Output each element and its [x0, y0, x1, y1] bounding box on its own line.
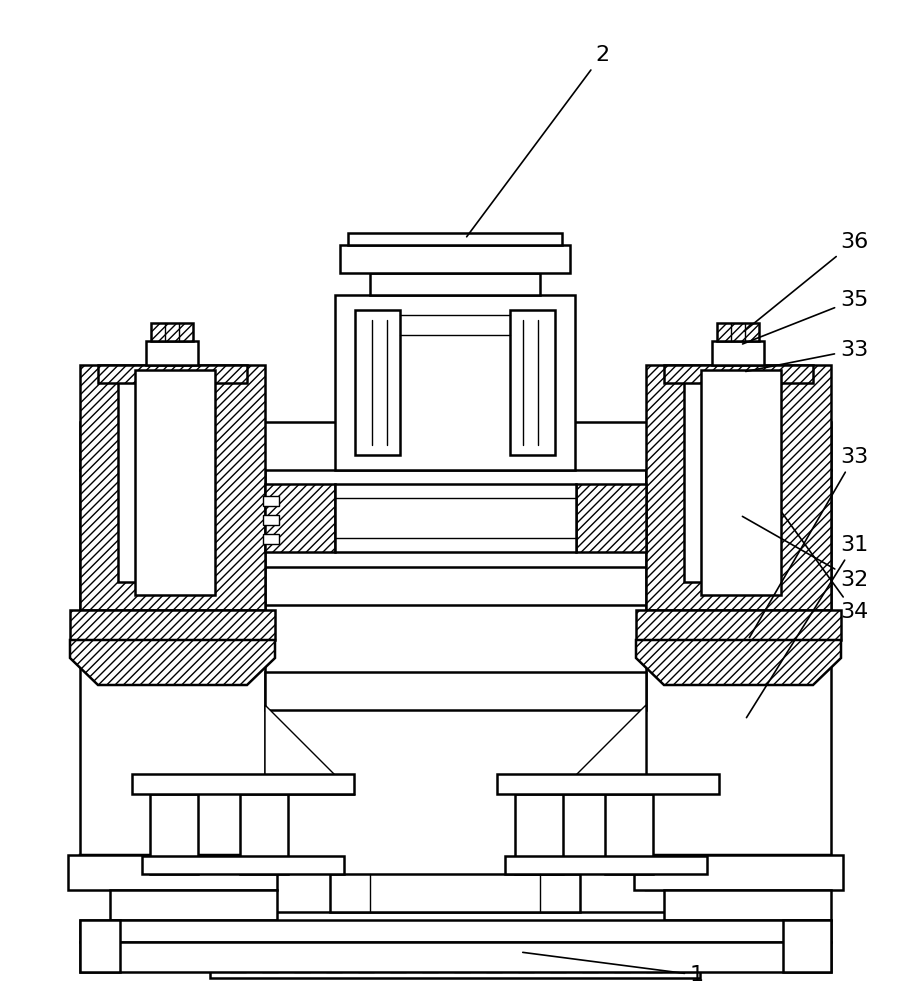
Bar [425, 398, 485, 408]
Bar [135, 370, 215, 595]
Bar [664, 365, 813, 383]
Bar [330, 874, 580, 912]
Bar [265, 484, 335, 552]
Text: 33: 33 [746, 340, 868, 371]
Bar [80, 920, 831, 942]
Bar [335, 484, 576, 552]
Bar [505, 856, 707, 874]
Bar [684, 382, 778, 582]
Bar [636, 610, 841, 640]
Bar [678, 932, 694, 972]
Bar [68, 855, 277, 890]
Bar [358, 932, 374, 972]
Bar [582, 932, 598, 972]
Bar [433, 390, 477, 398]
Bar [712, 341, 764, 365]
Bar [230, 932, 246, 972]
Bar [783, 920, 831, 972]
Bar [355, 310, 400, 455]
Polygon shape [360, 408, 550, 460]
Bar [262, 932, 278, 972]
Polygon shape [80, 855, 265, 890]
Polygon shape [70, 640, 275, 685]
Text: 34: 34 [782, 512, 868, 622]
Bar [80, 422, 831, 470]
Bar [80, 365, 265, 610]
Polygon shape [636, 640, 841, 685]
Bar [80, 470, 265, 855]
Bar [646, 932, 662, 972]
Bar [220, 912, 690, 926]
Bar [263, 534, 279, 544]
Bar [576, 484, 646, 552]
Text: 1: 1 [523, 952, 704, 985]
Bar [265, 672, 646, 710]
Bar [550, 932, 566, 972]
Bar [110, 470, 190, 550]
Bar [265, 567, 646, 605]
Bar [118, 382, 212, 582]
Text: 31: 31 [746, 535, 868, 718]
Text: 32: 32 [742, 516, 868, 590]
Bar [646, 470, 831, 855]
Bar [263, 515, 279, 525]
Bar [110, 890, 277, 920]
Bar [146, 341, 198, 365]
Text: 2: 2 [466, 45, 609, 237]
Text: 35: 35 [742, 290, 868, 344]
Bar [80, 920, 120, 972]
Bar [210, 926, 700, 978]
Bar [717, 323, 759, 341]
Bar [151, 323, 193, 341]
Bar [605, 794, 653, 874]
Polygon shape [265, 705, 355, 795]
Text: 33: 33 [750, 447, 868, 638]
Bar [70, 610, 275, 640]
Bar [80, 942, 831, 972]
Bar [340, 245, 570, 273]
Bar [454, 932, 470, 972]
Bar [335, 295, 575, 470]
Bar [294, 932, 310, 972]
Bar [263, 496, 279, 506]
Bar [518, 932, 534, 972]
Bar [420, 310, 490, 390]
Bar [497, 774, 719, 794]
Bar [370, 273, 540, 295]
Bar [646, 365, 831, 610]
Bar [646, 470, 726, 550]
Bar [348, 233, 562, 245]
Bar [510, 310, 555, 455]
Polygon shape [556, 705, 646, 795]
Polygon shape [646, 855, 831, 890]
Bar [515, 794, 563, 874]
Bar [664, 890, 831, 920]
Bar [614, 932, 630, 972]
Bar [390, 932, 406, 972]
Bar [142, 856, 344, 874]
Text: 36: 36 [744, 232, 868, 331]
Bar [360, 460, 550, 465]
Bar [150, 794, 198, 874]
Bar [132, 774, 354, 794]
Bar [486, 932, 502, 972]
Bar [98, 365, 247, 383]
Bar [240, 794, 288, 874]
Bar [422, 932, 438, 972]
Bar [326, 932, 342, 972]
Bar [634, 855, 843, 890]
Bar [701, 370, 781, 595]
